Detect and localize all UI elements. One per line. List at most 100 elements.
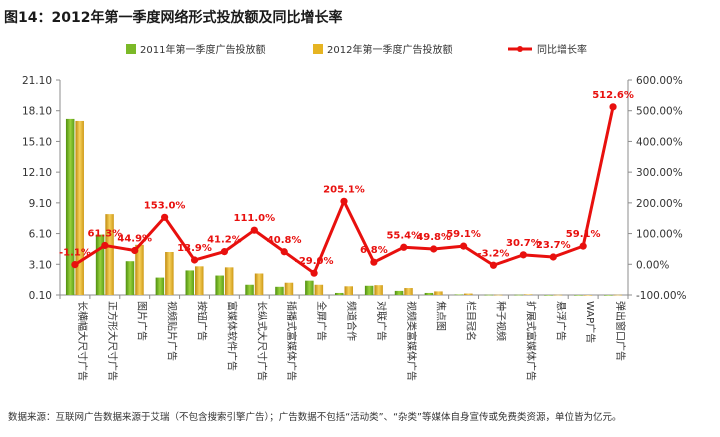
growth-point — [131, 246, 139, 255]
right-axis-tick-label: 200.00% — [636, 198, 683, 210]
growth-point — [71, 261, 79, 269]
growth-point — [549, 253, 557, 261]
growth-data-label: 40.8% — [267, 235, 302, 246]
category-label: 栏目冠名 — [465, 301, 478, 341]
growth-data-label: 23.7% — [536, 240, 571, 251]
growth-data-label: 41.2% — [207, 235, 242, 246]
growth-data-label: 61.3% — [87, 228, 122, 239]
right-axis-tick-label: -100.00% — [636, 290, 687, 302]
data-labels: -1.1% 61.3%44.9% 153.0% 13.9%41.2% 111.0% 40.… — [59, 90, 634, 267]
growth-point — [220, 248, 229, 256]
growth-point — [579, 242, 587, 250]
category-label: 悬浮广告 — [554, 301, 567, 341]
bar-2012 — [404, 288, 413, 295]
legend-label-growth: 同比增长率 — [537, 43, 587, 56]
bar-2011 — [155, 277, 165, 295]
category-label: 按钮广告 — [196, 301, 209, 341]
growth-point — [250, 226, 258, 234]
bar-2012 — [284, 282, 294, 295]
bar-2011 — [335, 292, 344, 295]
right-axis-tick-label: 300.00% — [636, 167, 683, 179]
right-axis-tick-label: 400.00% — [636, 136, 683, 148]
right-axis-tick-label: 0.00% — [636, 259, 669, 271]
bar-2011 — [245, 284, 254, 295]
bar-2012 — [374, 285, 383, 295]
bar-2011 — [604, 295, 613, 296]
bar-2012 — [583, 295, 593, 296]
category-label: 种子视频 — [494, 301, 507, 341]
bar-2012 — [523, 294, 533, 295]
bar-2012 — [75, 120, 84, 295]
growth-point — [310, 269, 318, 277]
bar-2012 — [464, 293, 473, 295]
growth-point — [280, 248, 288, 256]
right-axis-tick-label: 600.00% — [636, 75, 683, 87]
bar-2011 — [574, 295, 583, 296]
growth-data-label: 111.0% — [233, 213, 275, 224]
bar-2011 — [125, 261, 135, 295]
bar-2011 — [364, 285, 374, 295]
category-label: 视频贴片广告 — [166, 301, 179, 361]
left-axis-tick-label: 15.10 — [22, 136, 52, 148]
bar-2011 — [215, 275, 224, 295]
bar-2012 — [195, 266, 204, 295]
growth-data-label: 55.4% — [386, 230, 421, 241]
growth-data-label: -29.0% — [295, 256, 334, 267]
growth-point — [609, 103, 617, 111]
bar-2012 — [314, 284, 324, 295]
growth-data-label: 13.9% — [177, 243, 212, 254]
bar-2011 — [305, 280, 314, 295]
category-label: 视频类富媒体广告 — [405, 301, 418, 381]
bar-2011 — [424, 292, 434, 295]
growth-data-label: 512.6% — [592, 90, 634, 101]
left-axis-tick-label: 21.10 — [22, 75, 52, 87]
bar-2012 — [105, 214, 114, 295]
category-label: 长纵式大尺寸广告 — [255, 301, 268, 381]
bar-2011 — [185, 270, 195, 295]
left-axis-tick-label: 9.10 — [29, 198, 52, 210]
bar-2012 — [254, 273, 264, 295]
left-axis-tick-label: 12.10 — [22, 167, 52, 179]
legend-label-2011: 2011年第一季度广告投放额 — [140, 43, 265, 56]
bar-2011 — [544, 295, 553, 296]
category-label: 对联广告 — [375, 301, 388, 341]
left-axis-tick-label: 0.10 — [29, 290, 52, 302]
chart-axes: 0.10 3.10 6.10 9.10 12.10 15.10 18.10 21.10 -100… — [22, 75, 687, 302]
bar-2012 — [224, 267, 234, 295]
bar-2012 — [613, 294, 623, 296]
growth-data-label: 49.8% — [416, 232, 451, 243]
growth-data-label: -1.1% — [59, 248, 91, 259]
growth-point — [400, 243, 408, 251]
growth-data-label: 205.1% — [323, 184, 365, 195]
bar-2011 — [275, 286, 284, 295]
bar-2012 — [344, 286, 353, 295]
bar-2011 — [95, 234, 105, 295]
left-axis-tick-label: 3.10 — [29, 259, 52, 271]
right-axis-tick-label: 100.00% — [636, 229, 683, 241]
category-label: WAP广告 — [584, 301, 597, 343]
growth-point — [190, 256, 199, 264]
category-label: 图片广告 — [136, 301, 149, 341]
legend-marker-growth — [517, 46, 523, 52]
growth-point — [340, 197, 348, 205]
growth-data-label: 153.0% — [144, 200, 186, 211]
legend: 2011年第一季度广告投放额 2012年第一季度广告投放额 同比增长率 — [126, 43, 587, 56]
bar-2012 — [553, 294, 563, 296]
category-label: 扩展式富媒体广告 — [524, 301, 537, 381]
growth-point — [489, 261, 498, 269]
bar-2011 — [514, 294, 523, 296]
growth-data-label: 6.8% — [360, 245, 388, 256]
growth-data-label: 59.1% — [566, 229, 601, 240]
growth-point — [519, 251, 527, 259]
growth-data-label: 44.9% — [117, 233, 152, 244]
category-label: 焦点图 — [435, 301, 448, 331]
category-label: 富媒体软件广告 — [225, 301, 238, 371]
bar-2011 — [454, 294, 464, 296]
right-axis-tick-label: 500.00% — [636, 106, 683, 118]
category-label: 弹出窗口广告 — [614, 301, 627, 361]
growth-point — [161, 213, 169, 221]
bar-2011 — [484, 294, 493, 296]
footnote: 数据来源：互联网广告数据来源于艾瑞（不包含搜索引擎广告）；广告数据不包括“活动类… — [8, 411, 621, 423]
legend-label-2012: 2012年第一季度广告投放额 — [327, 43, 452, 56]
